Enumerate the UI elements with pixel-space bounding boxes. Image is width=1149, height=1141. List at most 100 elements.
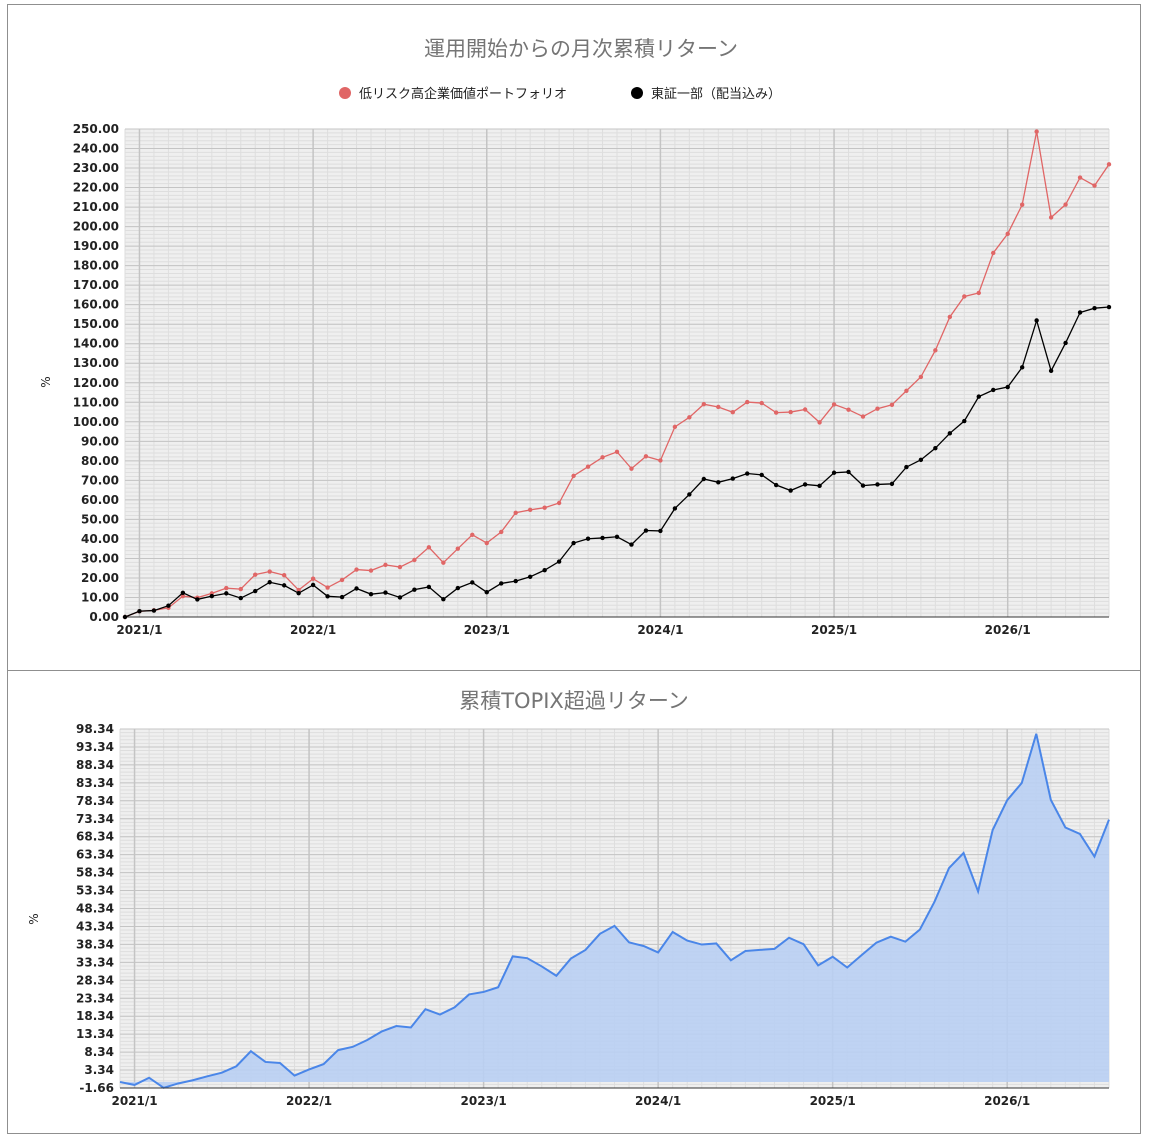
data-point-topix — [1048, 368, 1054, 374]
y-tick-label: 33.34 — [76, 955, 114, 969]
y-tick-label: 170.00 — [73, 278, 119, 292]
y-tick-label: 100.00 — [73, 415, 119, 429]
data-point-portfolio — [788, 409, 793, 415]
data-point-topix — [846, 469, 851, 475]
x-tick-label: 2025/1 — [811, 623, 857, 637]
y-tick-label: 140.00 — [73, 337, 119, 351]
y-tick-label: 93.34 — [76, 740, 114, 754]
data-point-portfolio — [412, 557, 417, 563]
data-point-topix — [976, 394, 981, 399]
data-point-topix — [831, 470, 837, 475]
y-tick-label: 160.00 — [73, 298, 119, 312]
y-tick-label: 30.00 — [81, 551, 119, 565]
data-point-topix — [195, 597, 200, 602]
data-point-topix — [991, 387, 996, 393]
excess-return-area — [120, 733, 1109, 1088]
y-tick-label: 8.34 — [84, 1045, 114, 1059]
y-tick-label: 250.00 — [73, 122, 119, 136]
data-point-portfolio — [904, 388, 909, 393]
data-point-topix — [499, 581, 504, 586]
data-point-topix — [933, 445, 938, 451]
x-tick-label: 2023/1 — [461, 1094, 507, 1108]
data-point-portfolio — [470, 532, 475, 538]
y-tick-label: 240.00 — [73, 142, 119, 156]
data-point-portfolio — [889, 402, 895, 408]
data-point-portfolio — [875, 406, 880, 411]
data-point-portfolio — [585, 464, 591, 469]
y-tick-label: 70.00 — [81, 473, 119, 487]
data-point-portfolio — [180, 593, 186, 599]
y-tick-label: 210.00 — [73, 200, 119, 214]
data-point-topix — [745, 471, 750, 476]
data-point-portfolio — [296, 587, 301, 593]
data-point-portfolio — [339, 577, 345, 583]
data-point-portfolio — [224, 585, 229, 591]
data-point-portfolio — [846, 407, 851, 412]
data-point-topix — [383, 590, 388, 595]
x-tick-label: 2021/1 — [111, 1094, 157, 1108]
data-point-topix — [571, 540, 576, 546]
data-point-topix — [614, 534, 620, 539]
data-point-topix — [310, 582, 316, 588]
y-tick-label: 120.00 — [73, 376, 119, 390]
data-point-portfolio — [860, 414, 866, 419]
y-tick-label: 40.00 — [81, 532, 119, 546]
data-point-portfolio — [687, 415, 692, 420]
data-point-portfolio — [1048, 215, 1054, 220]
data-point-portfolio — [1077, 175, 1083, 180]
x-tick-label: 2022/1 — [286, 1094, 332, 1108]
y-tick-label: 0.00 — [89, 610, 119, 624]
data-point-portfolio — [716, 404, 721, 410]
data-point-topix — [339, 594, 345, 600]
cumulative-return-chart-panel: 運用開始からの月次累積リターン 低リスク高企業価値ポートフォリオ 東証一部（配当… — [7, 4, 1141, 671]
data-point-topix — [238, 595, 243, 601]
data-point-topix — [151, 608, 157, 613]
data-point-topix — [788, 488, 793, 493]
data-point-topix — [1019, 365, 1025, 370]
x-tick-label: 2026/1 — [984, 1094, 1030, 1108]
x-tick-label: 2024/1 — [637, 623, 683, 637]
data-point-topix — [1034, 318, 1039, 323]
legend-label-portfolio: 低リスク高企業価値ポートフォリオ — [359, 86, 567, 102]
data-point-topix — [1005, 384, 1010, 390]
y-tick-label: 63.34 — [76, 848, 114, 862]
y-tick-label: 98.34 — [76, 722, 114, 736]
data-point-topix — [860, 483, 866, 488]
y-tick-label: 28.34 — [76, 973, 114, 987]
data-point-portfolio — [600, 455, 605, 460]
data-point-topix — [817, 483, 822, 489]
data-point-topix — [687, 492, 692, 497]
excess-return-line — [119, 733, 1110, 1089]
data-point-portfolio — [773, 410, 779, 415]
x-tick-label: 2021/1 — [116, 623, 162, 637]
data-point-topix — [441, 597, 446, 602]
data-point-topix — [267, 580, 272, 585]
y-tick-label: 230.00 — [73, 161, 119, 175]
data-point-topix — [484, 590, 489, 595]
data-point-portfolio — [1005, 231, 1010, 237]
data-point-portfolio — [542, 505, 547, 510]
y-tick-label: 80.00 — [81, 454, 119, 468]
data-point-topix — [513, 578, 518, 584]
y-tick-label: 73.34 — [76, 812, 114, 826]
data-point-portfolio — [281, 573, 287, 578]
data-point-topix — [918, 457, 924, 463]
data-point-portfolio — [455, 546, 461, 551]
excess-return-chart-panel: 累積TOPIX超過リターン % -1.66 3.34 8.34 13.34 18.34 2… — [7, 670, 1141, 1134]
data-point-topix — [701, 476, 707, 482]
chart-legend: 低リスク高企業価値ポートフォリオ 東証一部（配当込み） — [339, 86, 781, 102]
data-point-portfolio — [397, 564, 403, 570]
data-point-portfolio — [527, 507, 533, 513]
data-point-portfolio — [571, 473, 576, 479]
y-tick-label: 10.00 — [81, 590, 119, 604]
y-tick-label: 53.34 — [76, 884, 114, 898]
x-tick-label: 2025/1 — [810, 1094, 856, 1108]
data-point-topix — [166, 603, 171, 608]
data-point-topix — [368, 591, 374, 597]
data-point-topix — [397, 595, 403, 600]
y-tick-label: 43.34 — [76, 919, 114, 933]
y-tick-label: 23.34 — [76, 991, 114, 1005]
chart-title: 累積TOPIX超過リターン — [459, 689, 689, 713]
data-point-topix — [209, 593, 215, 599]
data-point-topix — [643, 528, 649, 533]
